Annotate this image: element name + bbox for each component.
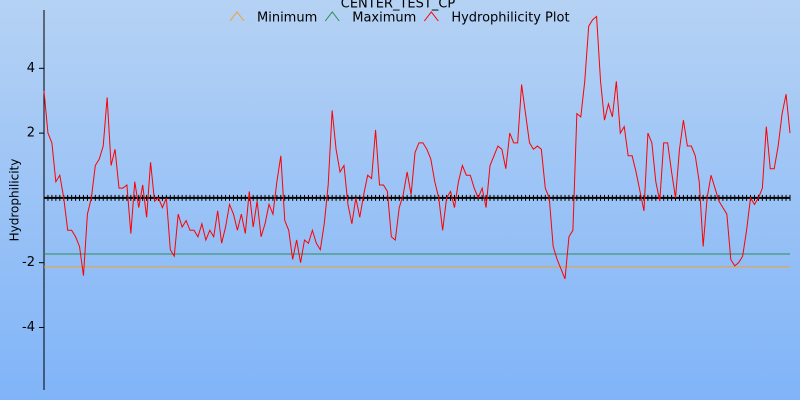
legend-label: Maximum — [352, 11, 416, 26]
legend-icon — [324, 11, 340, 22]
y-tick-label: -4 — [22, 320, 35, 335]
legend-icon — [423, 11, 439, 22]
legend-label: Hydrophilicity Plot — [451, 11, 569, 26]
y-tick-label: 4 — [27, 61, 35, 76]
y-axis-label: Hydrophilicity — [8, 159, 22, 242]
data-line — [43, 15, 791, 280]
y-tick-label: 2 — [27, 126, 35, 141]
y-tick-label: -2 — [22, 255, 35, 270]
chart-title: CENTER_TEST_CP — [341, 0, 456, 12]
legend-label: Minimum — [257, 11, 317, 26]
legend-icon — [229, 11, 245, 22]
